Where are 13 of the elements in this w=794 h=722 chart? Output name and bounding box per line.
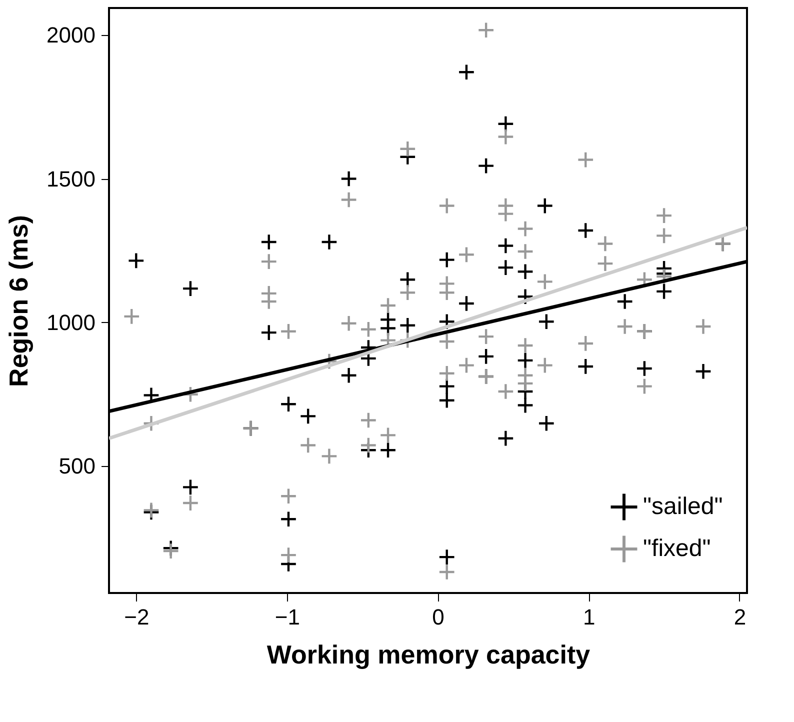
x-tick-label: −2: [124, 604, 150, 630]
x-tick-label: 1: [583, 604, 596, 630]
x-tick-label: −1: [274, 604, 300, 630]
y-axis-title: Region 6 (ms): [4, 215, 34, 387]
x-tick-label: 0: [432, 604, 444, 630]
y-tick-label: 1000: [46, 310, 96, 335]
x-tick-label: 2: [734, 604, 746, 630]
y-tick-label: 2000: [46, 22, 96, 48]
legend-label: "fixed": [643, 535, 711, 562]
legend-label: "sailed": [643, 493, 723, 520]
y-tick-label: 500: [58, 454, 96, 479]
y-tick-label: 1500: [46, 166, 96, 192]
x-axis-title: Working memory capacity: [266, 640, 591, 670]
